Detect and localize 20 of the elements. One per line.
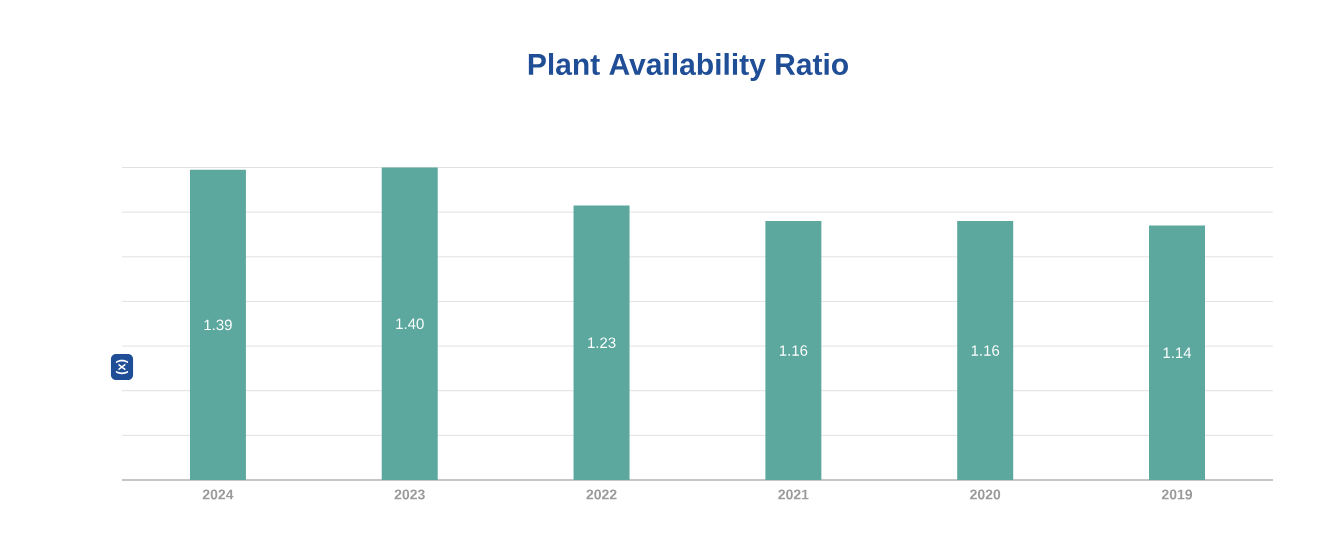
data-label: 1.39: [204, 319, 232, 331]
bar: [765, 221, 822, 480]
data-label: 1.14: [1163, 347, 1192, 358]
y-axis-title: (x): [115, 359, 129, 375]
x-tick-label: 2020: [970, 489, 1001, 500]
x-tick-label: 2024: [202, 489, 234, 500]
data-label: 1.16: [779, 345, 808, 356]
bar: [573, 205, 630, 480]
x-tick-label: 2019: [1161, 489, 1193, 500]
bar: [957, 221, 1014, 480]
x-tick-label: 2022: [586, 489, 617, 500]
chart-title: Plant Availability Ratio: [528, 53, 848, 81]
bar: [1149, 225, 1206, 480]
x-tick-label: 2021: [778, 489, 809, 500]
data-label: 1.23: [588, 337, 616, 349]
x-tick-label: 2023: [394, 489, 425, 500]
bar: [381, 167, 438, 480]
bar: [189, 169, 246, 480]
data-label: 1.16: [971, 345, 1000, 356]
data-label: 1.40: [396, 318, 424, 330]
